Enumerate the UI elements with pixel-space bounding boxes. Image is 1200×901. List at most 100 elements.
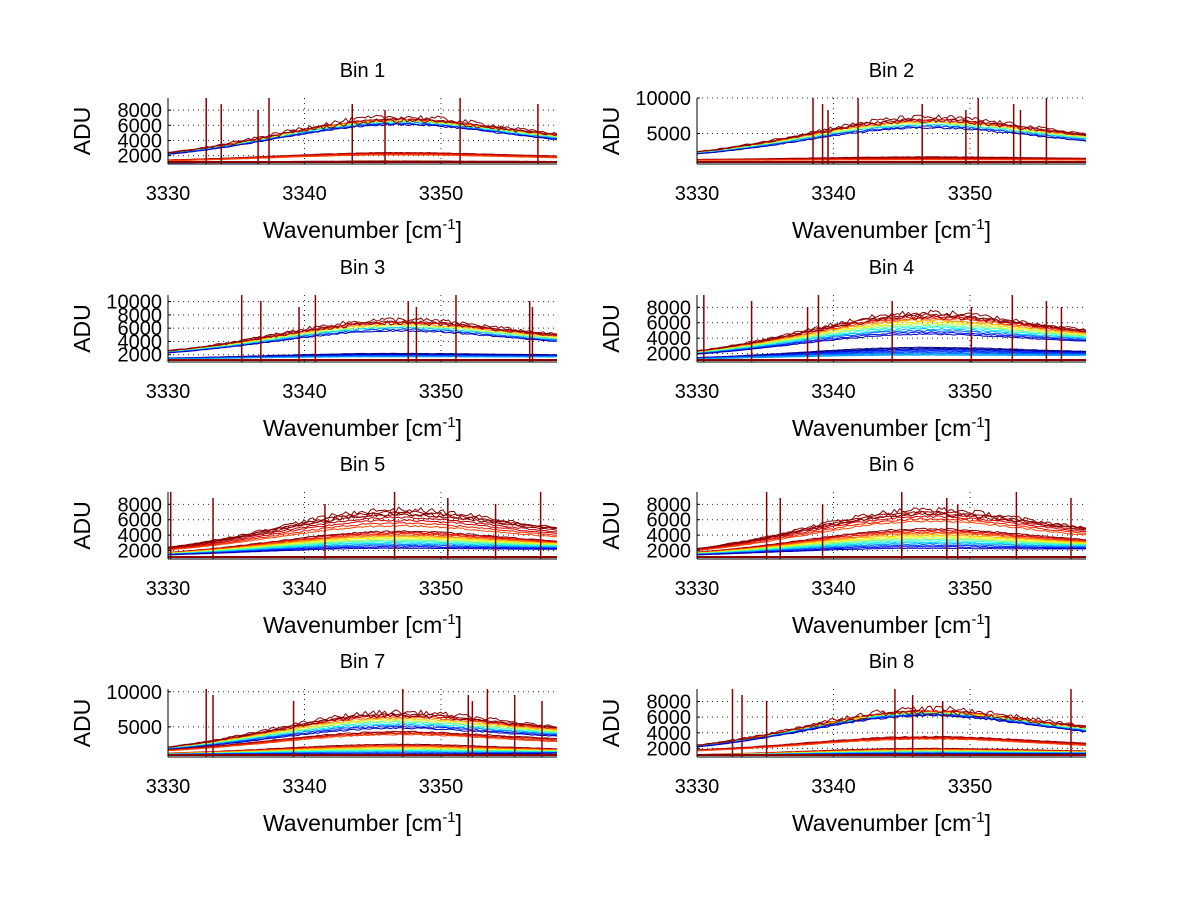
x-tick-label: 3350	[419, 578, 464, 600]
y-tick-label: 10000	[635, 88, 691, 110]
spectrum-line	[697, 159, 1086, 161]
y-axis-label: ADU	[598, 304, 624, 353]
spectrum-line	[168, 538, 557, 554]
y-tick-label: 6000	[647, 313, 692, 335]
y-tick-label: 2000	[118, 146, 163, 168]
x-tick-label: 3330	[675, 776, 720, 798]
x-tick-label: 3340	[282, 776, 327, 798]
spectrum-line	[697, 705, 1086, 746]
plot-area	[697, 492, 1086, 559]
spectrum-line	[697, 530, 1086, 553]
spectrum-line	[168, 709, 557, 748]
y-tick-label: 8000	[647, 692, 692, 714]
x-axis-label: Wavenumber [cm-1]	[792, 216, 991, 243]
y-tick-label: 2000	[647, 344, 692, 366]
plot-area	[697, 295, 1086, 362]
y-tick-label: 4000	[647, 328, 692, 350]
y-tick-label: 5000	[118, 717, 163, 739]
x-tick-label: 3350	[948, 578, 993, 600]
y-axis-label: ADU	[69, 107, 95, 156]
spectrum-line	[168, 722, 557, 750]
spectrum-line	[168, 521, 557, 550]
x-axis-label: Wavenumber [cm-1]	[263, 414, 462, 441]
spectrum-line	[697, 510, 1086, 550]
x-tick-label: 3330	[146, 776, 191, 798]
y-tick-label: 8000	[118, 100, 163, 122]
plot-area	[168, 689, 557, 757]
subplot-title: Bin 7	[340, 651, 386, 673]
spectrum-line	[697, 517, 1086, 551]
spectrum-line	[168, 540, 557, 555]
y-tick-label: 10000	[106, 292, 162, 314]
spectrum-line	[168, 727, 557, 750]
subplot-title: Bin 8	[869, 651, 915, 673]
spectrum-line	[168, 123, 557, 155]
spectrum-line	[168, 719, 557, 749]
y-tick-label: 6000	[118, 115, 163, 137]
spectrum-line	[168, 723, 557, 750]
y-tick-label: 8000	[118, 494, 163, 516]
spectrum-line	[697, 714, 1086, 748]
x-tick-label: 3330	[675, 183, 720, 205]
plot-area	[168, 98, 557, 164]
x-tick-label: 3340	[282, 183, 327, 205]
spectrum-line	[168, 547, 557, 556]
plot-area	[697, 689, 1086, 757]
spectrum-line	[697, 506, 1086, 549]
x-axis-label: Wavenumber [cm-1]	[263, 611, 462, 638]
y-tick-label: 2000	[647, 738, 692, 760]
y-axis-label: ADU	[69, 501, 95, 550]
spectrum-line	[168, 532, 557, 554]
spectrum-line	[168, 154, 557, 162]
spectrum-line	[697, 541, 1086, 555]
x-tick-label: 3350	[419, 183, 464, 205]
spectrum-line	[168, 319, 557, 352]
x-tick-label: 3350	[948, 776, 993, 798]
y-tick-label: 4000	[647, 723, 692, 745]
spectrum-line	[697, 520, 1086, 551]
y-tick-label: 6000	[647, 510, 692, 532]
y-tick-label: 2000	[118, 345, 163, 367]
subplot-bin-7: 3330 3340 3350 5000 10000 Bin 7 Wavenumber [cm…	[69, 651, 557, 836]
plot-area	[168, 295, 557, 362]
subplot-title: Bin 1	[340, 60, 386, 82]
spectrum-line	[168, 720, 557, 749]
spectrum-line	[168, 516, 557, 549]
x-tick-label: 3350	[419, 776, 464, 798]
x-tick-label: 3340	[282, 578, 327, 600]
x-tick-label: 3350	[948, 381, 993, 403]
spectrum-line	[168, 713, 557, 748]
spectrum-line	[697, 535, 1086, 554]
spectrum-line	[168, 356, 557, 360]
subplot-title: Bin 2	[869, 60, 915, 82]
x-tick-label: 3330	[146, 183, 191, 205]
y-tick-label: 2000	[118, 541, 163, 563]
y-tick-label: 4000	[118, 331, 163, 353]
y-tick-label: 8000	[647, 297, 692, 319]
spectrum-line	[168, 524, 557, 551]
x-tick-label: 3340	[811, 381, 856, 403]
spectrum-line	[697, 544, 1086, 555]
x-tick-label: 3330	[146, 381, 191, 403]
y-tick-label: 4000	[647, 525, 692, 547]
spectrum-line	[168, 317, 557, 351]
y-axis-label: ADU	[598, 699, 624, 748]
y-tick-label: 2000	[647, 541, 692, 563]
spectrum-line	[168, 717, 557, 749]
x-tick-label: 3340	[811, 776, 856, 798]
spectrum-line	[168, 324, 557, 353]
spectrum-line	[697, 540, 1086, 555]
x-tick-label: 3340	[811, 578, 856, 600]
y-tick-label: 10000	[106, 682, 162, 704]
subplot-title: Bin 6	[869, 454, 915, 476]
y-axis-label: ADU	[598, 107, 624, 156]
y-tick-label: 6000	[647, 707, 692, 729]
spectrum-line	[168, 329, 557, 354]
y-axis-label: ADU	[598, 501, 624, 550]
spectrum-line	[168, 544, 557, 555]
